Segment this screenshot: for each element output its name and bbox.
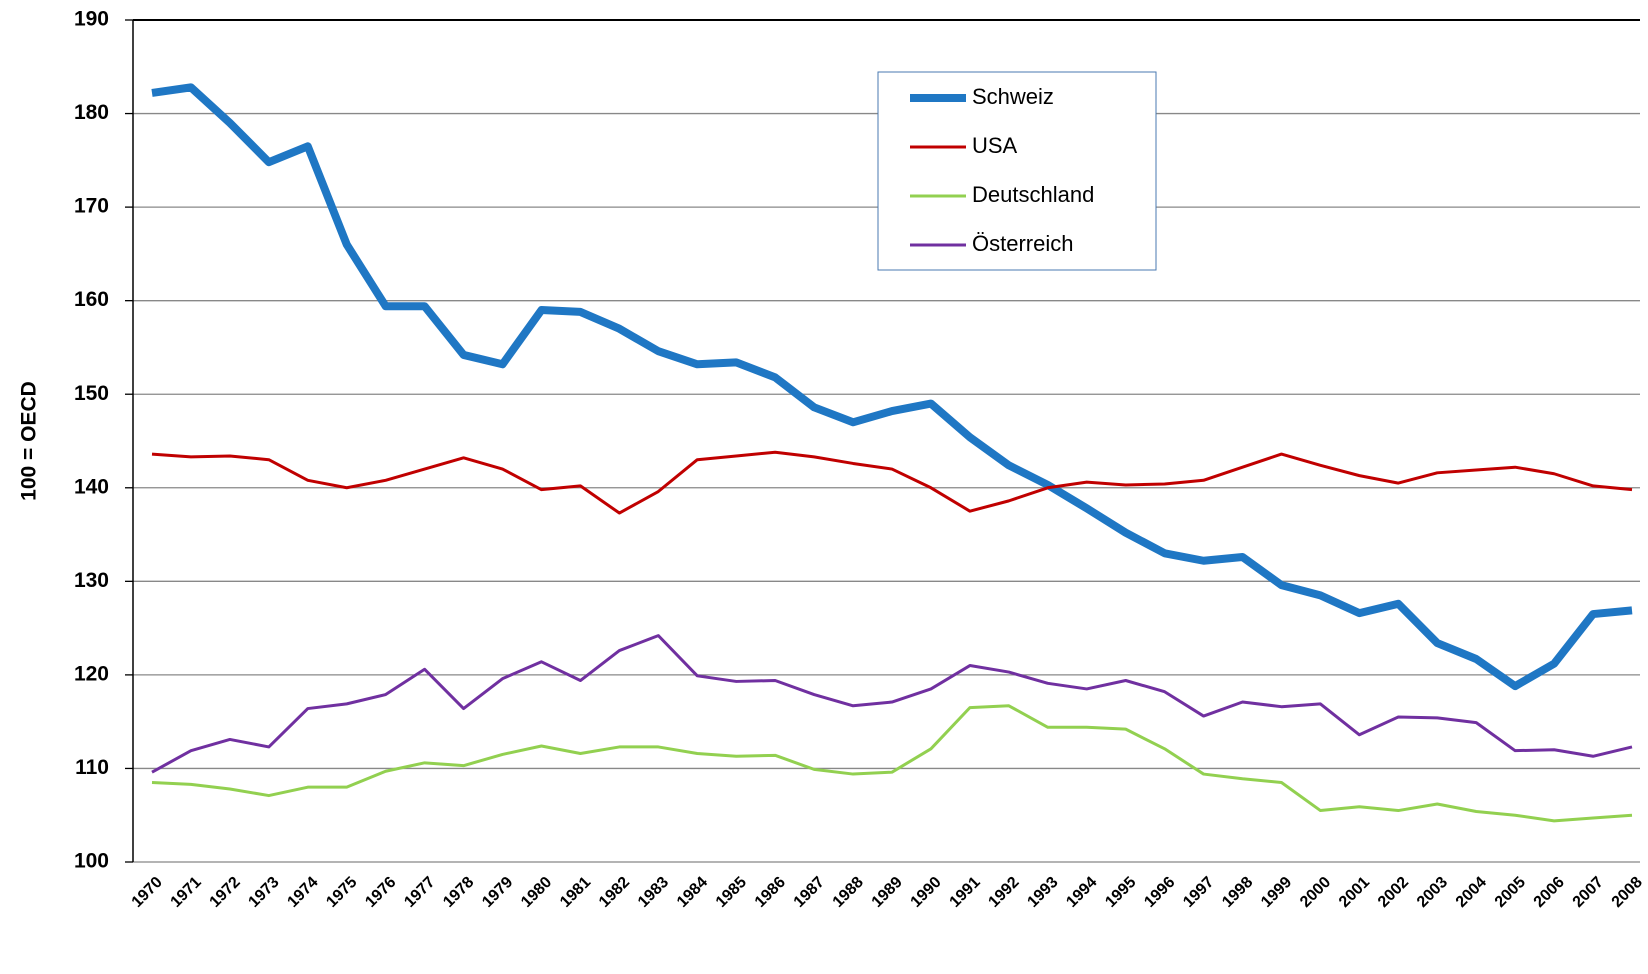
y-tick-label: 120 xyxy=(74,662,109,685)
x-tick-label: 1995 xyxy=(1102,874,1139,911)
x-tick-label: 1977 xyxy=(401,874,438,911)
y-tick-label: 150 xyxy=(74,382,109,405)
x-tick-label: 1983 xyxy=(635,874,672,911)
x-tick-label: 1981 xyxy=(557,874,594,911)
x-tick-label: 1993 xyxy=(1024,874,1061,911)
series-line xyxy=(151,83,1633,691)
legend-label: Schweiz xyxy=(972,84,1054,109)
x-tick-label: 1980 xyxy=(518,874,555,911)
x-tick-label: 1997 xyxy=(1180,874,1217,911)
x-tick-label: 1990 xyxy=(908,874,945,911)
y-tick-label: 140 xyxy=(74,475,109,498)
x-tick-label: 1971 xyxy=(168,874,205,911)
x-tick-label: 2006 xyxy=(1531,874,1568,911)
y-tick-label: 170 xyxy=(74,195,109,218)
legend-label: USA xyxy=(972,133,1018,158)
x-tick-label: 1974 xyxy=(284,874,321,911)
x-tick-label: 2003 xyxy=(1414,874,1451,911)
x-tick-label: 1989 xyxy=(869,874,906,911)
x-tick-label: 1998 xyxy=(1219,874,1256,911)
x-tick-label: 1992 xyxy=(985,874,1022,911)
y-tick-label: 160 xyxy=(74,288,109,311)
x-tick-label: 2007 xyxy=(1570,874,1607,911)
y-tick-label: 190 xyxy=(74,8,109,31)
x-tick-label: 2002 xyxy=(1375,874,1412,911)
x-tick-label: 1979 xyxy=(479,874,516,911)
x-tick-label: 2000 xyxy=(1297,874,1334,911)
x-tick-label: 1994 xyxy=(1063,874,1100,911)
legend-box xyxy=(877,71,1157,271)
y-tick-label: 180 xyxy=(74,101,109,124)
x-tick-label: 1975 xyxy=(323,874,360,911)
x-tick-label: 1973 xyxy=(245,874,282,911)
legend-label: Deutschland xyxy=(972,182,1094,207)
x-tick-label: 1984 xyxy=(674,874,711,911)
x-tick-label: 1970 xyxy=(129,874,166,911)
x-tick-label: 1982 xyxy=(596,874,633,911)
x-tick-label: 1999 xyxy=(1258,874,1295,911)
y-tick-label: 100 xyxy=(74,850,109,873)
x-tick-label: 1976 xyxy=(362,874,399,911)
x-tick-label: 1978 xyxy=(440,874,477,911)
series-line xyxy=(151,450,1633,515)
x-tick-label: 1988 xyxy=(830,874,867,911)
x-tick-label: 1972 xyxy=(207,874,244,911)
x-tick-label: 1985 xyxy=(713,874,750,911)
y-axis-label: 100 = OECD xyxy=(18,381,41,501)
y-tick-label: 110 xyxy=(75,756,109,779)
x-tick-label: 2004 xyxy=(1453,874,1490,911)
x-tick-label: 1986 xyxy=(752,874,789,911)
x-tick-label: 2008 xyxy=(1609,874,1646,911)
x-tick-label: 1996 xyxy=(1141,874,1178,911)
series-line xyxy=(151,704,1633,823)
y-tick-label: 130 xyxy=(74,569,109,592)
x-tick-label: 1991 xyxy=(947,874,984,911)
x-tick-label: 2001 xyxy=(1336,874,1373,911)
x-tick-label: 2005 xyxy=(1492,874,1529,911)
series-line xyxy=(151,634,1633,774)
x-tick-label: 1987 xyxy=(791,874,828,911)
legend-label: Österreich xyxy=(972,231,1073,256)
